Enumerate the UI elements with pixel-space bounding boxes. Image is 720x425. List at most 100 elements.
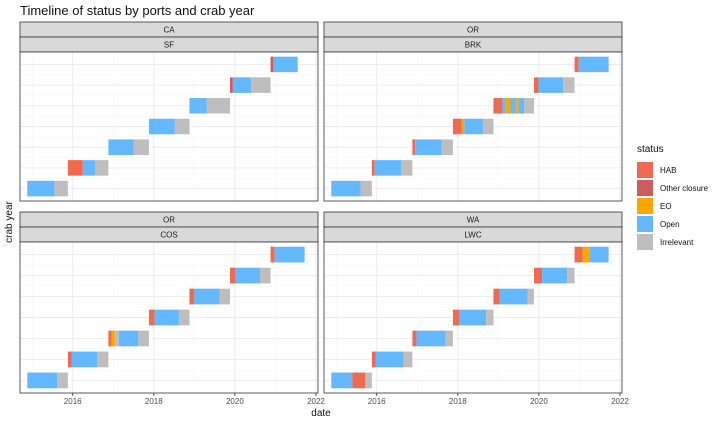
status-bar-segment bbox=[138, 330, 149, 347]
facet-strip-state-label: OR bbox=[163, 216, 175, 225]
status-bar-segment bbox=[574, 246, 583, 263]
status-bar-segment bbox=[499, 288, 528, 305]
status-bar-segment bbox=[374, 160, 402, 176]
y-axis-title: crab year bbox=[4, 200, 15, 242]
status-bar-segment bbox=[412, 330, 417, 347]
status-bar-segment bbox=[445, 330, 453, 347]
status-bar-segment bbox=[534, 77, 539, 93]
facet-strip-state-label: WA bbox=[467, 216, 480, 225]
x-tick-label: 2020 bbox=[226, 397, 244, 406]
facet-strip-port-label: LWC bbox=[464, 231, 481, 240]
status-bar-segment bbox=[54, 180, 68, 197]
status-bar-segment bbox=[331, 180, 361, 197]
status-bar-segment bbox=[273, 56, 298, 73]
status-bar-segment bbox=[219, 288, 231, 305]
x-tick-label: 2018 bbox=[449, 397, 467, 406]
status-bar-segment bbox=[111, 330, 115, 347]
status-bar-segment bbox=[67, 351, 72, 368]
status-bar-segment bbox=[371, 351, 376, 368]
x-tick-label: 2020 bbox=[530, 397, 548, 406]
status-bar-segment bbox=[415, 139, 442, 155]
facet-strip-state-label: OR bbox=[467, 26, 479, 35]
facet-strip-port-label: COS bbox=[160, 231, 177, 240]
panel-border bbox=[323, 51, 623, 202]
status-bar-segment bbox=[516, 98, 519, 114]
status-bar-segment bbox=[534, 267, 543, 284]
legend-label: Irrelevant bbox=[660, 238, 694, 247]
legend-key bbox=[637, 162, 653, 178]
panel-border bbox=[19, 51, 319, 202]
status-bar-segment bbox=[232, 77, 252, 93]
status-bar-segment bbox=[493, 98, 503, 114]
status-bar-segment bbox=[365, 372, 372, 389]
status-bar-segment bbox=[482, 118, 494, 135]
status-bar-segment bbox=[178, 309, 190, 326]
legend-label: HAB bbox=[660, 166, 676, 175]
chart-title: Timeline of status by ports and crab yea… bbox=[20, 3, 255, 18]
status-bar-segment bbox=[538, 77, 564, 93]
legend-title: status bbox=[637, 144, 664, 155]
status-bar-segment bbox=[97, 351, 109, 368]
status-bar-segment bbox=[331, 372, 353, 389]
status-bar-segment bbox=[194, 288, 220, 305]
status-bar-segment bbox=[67, 160, 83, 176]
status-bar-segment bbox=[403, 351, 413, 368]
status-bar-segment bbox=[486, 309, 494, 326]
legend-label: EO bbox=[660, 202, 672, 211]
x-tick-label: 2016 bbox=[64, 397, 82, 406]
status-bar-segment bbox=[416, 330, 446, 347]
status-bar-segment bbox=[518, 98, 525, 114]
x-tick-label: 2022 bbox=[307, 397, 325, 406]
status-bar-segment bbox=[360, 180, 372, 197]
status-bar-segment bbox=[524, 98, 535, 114]
legend-key bbox=[637, 180, 653, 196]
legend-key bbox=[637, 216, 653, 232]
status-bar-segment bbox=[375, 351, 404, 368]
panel-border bbox=[323, 241, 623, 394]
x-tick-label: 2022 bbox=[611, 397, 629, 406]
status-bar-segment bbox=[563, 77, 575, 93]
panel-border bbox=[19, 241, 319, 394]
status-bar-segment bbox=[505, 98, 511, 114]
status-bar-segment bbox=[441, 139, 453, 155]
status-bar-segment bbox=[527, 288, 535, 305]
status-bar-segment bbox=[189, 98, 207, 114]
status-bar-segment bbox=[230, 77, 233, 93]
status-bar-segment bbox=[274, 246, 305, 263]
status-bar-segment bbox=[371, 160, 375, 176]
status-bar-segment bbox=[270, 246, 275, 263]
status-bar-segment bbox=[230, 267, 236, 284]
status-bar-segment bbox=[574, 56, 579, 73]
x-axis-title: date bbox=[311, 408, 331, 419]
status-bar-segment bbox=[582, 246, 590, 263]
status-bar-segment bbox=[148, 309, 155, 326]
status-bar-segment bbox=[154, 309, 179, 326]
status-bar-segment bbox=[464, 118, 483, 135]
status-bar-segment bbox=[459, 309, 487, 326]
status-bar-segment bbox=[452, 309, 460, 326]
legend-key bbox=[637, 198, 653, 214]
status-bar-segment bbox=[235, 267, 261, 284]
status-bar-segment bbox=[502, 98, 506, 114]
status-bar-segment bbox=[82, 160, 96, 176]
status-bar-segment bbox=[108, 139, 134, 155]
status-bar-segment bbox=[401, 160, 413, 176]
status-bar-segment bbox=[352, 372, 366, 389]
status-bar-segment bbox=[542, 267, 568, 284]
facet-strip-port-label: BRK bbox=[465, 41, 482, 50]
status-bar-segment bbox=[133, 139, 149, 155]
status-bar-segment bbox=[589, 246, 609, 263]
status-bar-segment bbox=[114, 330, 119, 347]
status-bar-segment bbox=[452, 118, 462, 135]
status-bar-segment bbox=[567, 267, 575, 284]
legend-label: Open bbox=[660, 220, 680, 229]
legend-label: Other closure bbox=[660, 184, 709, 193]
status-bar-segment bbox=[270, 56, 274, 73]
status-bar-segment bbox=[189, 288, 195, 305]
status-bar-segment bbox=[251, 77, 271, 93]
status-bar-segment bbox=[57, 372, 68, 389]
facet-strip-port-label: SF bbox=[164, 41, 174, 50]
status-bar-segment bbox=[118, 330, 139, 347]
status-bar-segment bbox=[578, 56, 609, 73]
status-bar-segment bbox=[27, 180, 55, 197]
